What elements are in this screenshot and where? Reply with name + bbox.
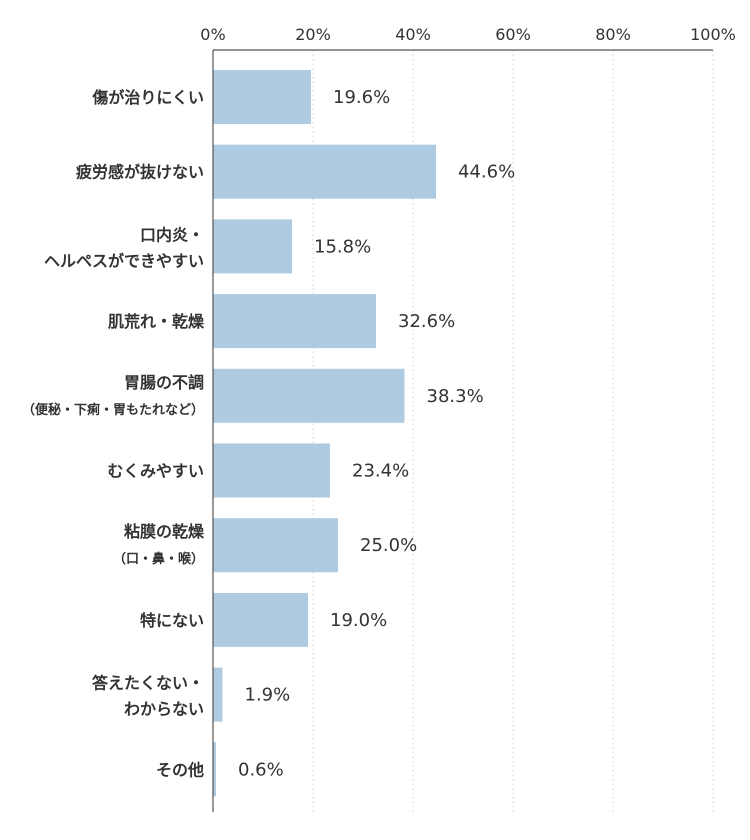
category-label: その他	[156, 760, 204, 779]
x-tick-label: 20%	[295, 25, 331, 44]
bar	[213, 368, 405, 423]
category-label: 肌荒れ・乾燥	[108, 312, 205, 331]
data-label: 44.6%	[458, 162, 515, 183]
x-tick-label: 100%	[690, 25, 736, 44]
bar	[213, 70, 311, 124]
data-label: 23.4%	[352, 461, 409, 482]
data-label: 38.3%	[427, 386, 484, 407]
category-label: 疲労感が抜けない	[76, 163, 204, 182]
data-label: 19.6%	[333, 87, 390, 108]
category-label: ヘルペスができやすい	[44, 251, 204, 270]
x-axis-tick-labels: 0% 20% 40% 60% 80% 100%	[200, 25, 736, 44]
category-labels: 傷が治りにくい疲労感が抜けない口内炎・ヘルペスができやすい肌荒れ・乾燥胃腸の不調…	[22, 88, 205, 779]
bar	[213, 219, 292, 274]
category-label: 答えたくない・	[92, 674, 204, 693]
data-label: 15.8%	[314, 236, 371, 257]
data-label: 32.6%	[398, 311, 455, 332]
x-tick-label: 80%	[595, 25, 631, 44]
data-label: 1.9%	[245, 685, 291, 706]
category-label: わからない	[124, 700, 204, 719]
bars	[213, 70, 436, 797]
x-tick-label: 60%	[495, 25, 531, 44]
category-label: むくみやすい	[107, 462, 204, 481]
data-label: 19.0%	[330, 610, 387, 631]
bar	[213, 294, 376, 349]
data-label: 0.6%	[238, 759, 284, 780]
category-label: 口内炎・	[140, 225, 204, 244]
bar	[213, 443, 330, 498]
bar	[213, 592, 308, 647]
bar	[213, 518, 338, 573]
category-label: 胃腸の不調	[124, 373, 204, 392]
category-label: 特にない	[140, 611, 204, 630]
bar	[213, 144, 436, 199]
bar	[213, 667, 223, 722]
category-label: （口・鼻・喉）	[113, 551, 204, 567]
value-labels: 19.6% 44.6% 15.8% 32.6% 38.3% 23.4% 25.0% 19.0%…	[238, 87, 515, 780]
x-tick-label: 0%	[200, 25, 225, 44]
x-tick-label: 40%	[395, 25, 431, 44]
category-label: 粘膜の乾燥	[124, 522, 205, 541]
data-label: 25.0%	[360, 535, 417, 556]
category-label: 傷が治りにくい	[91, 88, 204, 107]
bar	[213, 742, 216, 797]
category-label: （便秘・下痢・胃もたれなど）	[22, 402, 204, 418]
